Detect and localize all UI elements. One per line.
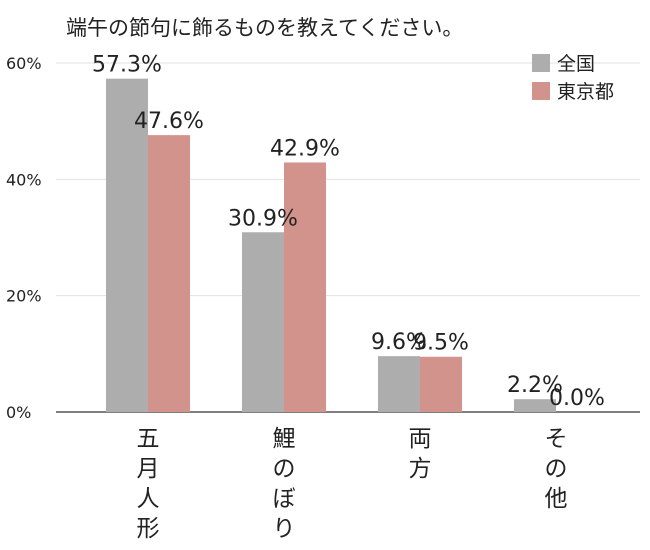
y-axis-tick-labels: 0% 20% 40% 60%: [6, 54, 42, 422]
data-label: 47.6%: [134, 109, 204, 134]
category-label-char: ぼ: [273, 486, 296, 512]
data-label: 30.9%: [228, 206, 298, 231]
data-label: 2.2%: [507, 373, 563, 398]
y-tick-label: 60%: [6, 54, 42, 73]
data-label: 57.3%: [92, 53, 162, 78]
category-label-char: 月: [137, 456, 160, 482]
category-label-char: 方: [409, 456, 432, 482]
bar: [242, 232, 284, 412]
bar: [284, 162, 326, 412]
y-tick-label: 20%: [6, 287, 42, 306]
category-label-char: の: [545, 456, 568, 482]
y-tick-label: 40%: [6, 170, 42, 189]
bar: [420, 356, 462, 412]
bar: [514, 399, 556, 412]
bar: [148, 135, 190, 413]
y-tick-label: 0%: [6, 403, 31, 422]
category-label-char: 他: [545, 486, 568, 512]
chart-title: 端午の節句に飾るものを教えてください。: [66, 16, 464, 40]
legend-label: 全国: [557, 53, 595, 75]
category-label-char: り: [273, 516, 296, 542]
bar: [106, 78, 148, 412]
bar: [378, 356, 420, 412]
data-labels: 57.3% 47.6% 30.9% 42.9% 9.6%9.5% 2.2%0.0%: [92, 53, 605, 411]
category-label-char: 形: [137, 516, 160, 542]
legend-label: 東京都: [557, 81, 614, 103]
legend-swatch: [532, 82, 550, 100]
data-label: 42.9%: [270, 136, 340, 161]
data-label: 9.6%: [371, 330, 427, 355]
category-label-char: そ: [545, 426, 568, 452]
category-label-char: 鯉: [273, 426, 296, 452]
data-label: 9.5%: [413, 331, 469, 356]
category-label-char: 人: [137, 486, 160, 512]
data-label: 0.0%: [549, 386, 605, 411]
category-label-char: 五: [137, 426, 160, 452]
legend-swatch: [532, 54, 550, 72]
category-label-char: 両: [409, 426, 432, 452]
category-label-char: の: [273, 456, 296, 482]
bars: [106, 78, 556, 413]
